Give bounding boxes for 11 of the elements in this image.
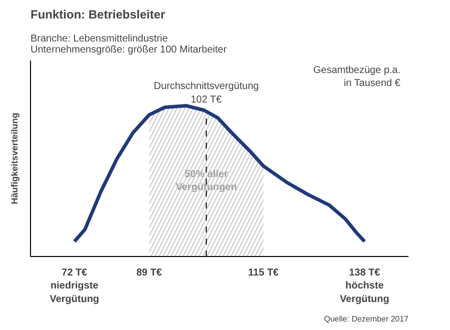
- x-tick-label: 115 T€: [248, 268, 280, 278]
- text: Gesamtbezüge p.a. in Tausend €: [313, 65, 401, 90]
- chart-subtitle: Branche: Lebensmittelindustrie Unternehmensgröße: größer 100 Mitarbeiter: [30, 34, 228, 56]
- y-axis-title: Häufigkeitsverteilung: [10, 112, 20, 204]
- x-tick-label: 89 T€: [136, 268, 162, 278]
- band-label: 50% aller Vergütungen: [176, 168, 237, 194]
- x-tick-label: 72 T€ niedrigste Vergütung: [50, 268, 100, 305]
- ref-line-label: Durchschnittsvergütung 102 T€: [154, 81, 259, 106]
- chart-title: Funktion: Betriebsleiter: [30, 8, 166, 22]
- source-note: Quelle: Dezember 2017: [324, 314, 410, 324]
- x-tick-label: 138 T€ höchste Vergütung: [340, 268, 390, 305]
